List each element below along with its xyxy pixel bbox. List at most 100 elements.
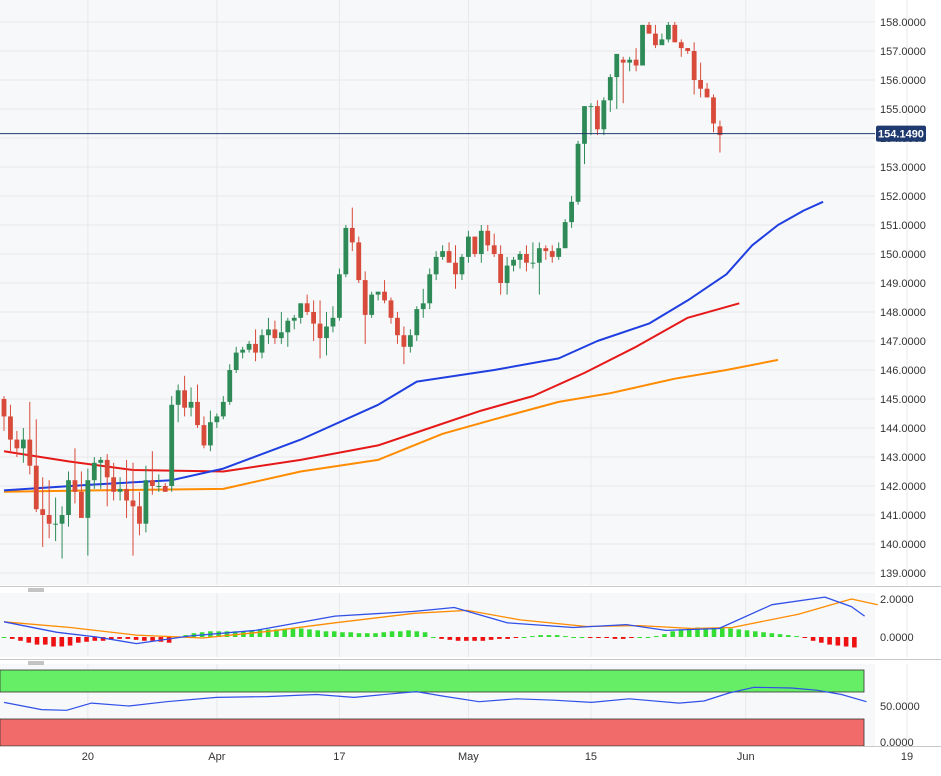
candle xyxy=(27,401,33,475)
macd-histogram-bar xyxy=(711,627,717,637)
macd-histogram-bar xyxy=(9,637,15,639)
candle xyxy=(278,312,284,344)
candle xyxy=(433,251,439,281)
candle xyxy=(272,320,278,344)
macd-histogram-bar xyxy=(422,632,428,637)
macd-histogram-bar xyxy=(373,633,378,637)
macd-histogram-bar xyxy=(67,637,73,646)
price-tick-label: 155.0000 xyxy=(880,104,926,116)
candle xyxy=(646,22,652,34)
candle xyxy=(201,416,207,449)
candle xyxy=(504,256,510,295)
candle xyxy=(607,74,613,112)
candle xyxy=(536,242,542,295)
candle xyxy=(53,497,58,542)
candle xyxy=(156,474,162,492)
macd-histogram-bar xyxy=(752,631,758,637)
candle xyxy=(595,100,600,136)
rsi-line xyxy=(3,686,867,711)
candle xyxy=(79,471,84,518)
candle xyxy=(324,312,329,356)
pane-resize-handle-2[interactable] xyxy=(28,661,44,665)
macd-tick-label: 2.0000 xyxy=(880,594,914,606)
macd-histogram-bar xyxy=(521,637,527,638)
candle xyxy=(375,291,381,301)
candle xyxy=(382,280,387,304)
macd-histogram-bar xyxy=(323,631,329,637)
macd-histogram-bar xyxy=(307,629,312,637)
candle xyxy=(685,48,691,54)
macd-histogram-bar xyxy=(439,637,444,639)
candle xyxy=(220,396,226,420)
macd-histogram-bar xyxy=(51,637,56,647)
last-price-badge xyxy=(876,125,926,142)
candle xyxy=(33,419,39,513)
price-tick-label: 156.0000 xyxy=(880,75,926,87)
pane-resize-handle-1[interactable] xyxy=(28,588,44,592)
candle xyxy=(414,306,420,341)
macd-histogram-bar xyxy=(290,628,296,637)
macd-histogram-bar xyxy=(100,637,106,641)
candle xyxy=(59,506,65,559)
candle xyxy=(130,462,136,556)
macd-histogram-bar xyxy=(274,629,279,637)
candle xyxy=(498,245,504,295)
candle xyxy=(485,225,491,252)
macd-pane xyxy=(0,593,875,657)
candle xyxy=(246,341,252,353)
macd-histogram-bar xyxy=(298,628,304,637)
macd-histogram-bar xyxy=(389,631,395,637)
candle xyxy=(20,428,26,463)
macd-histogram-bar xyxy=(340,632,345,637)
macd-histogram-bar xyxy=(769,633,775,637)
candle xyxy=(8,404,13,452)
macd-histogram-bar xyxy=(431,637,436,638)
candle xyxy=(640,24,645,66)
candle xyxy=(672,22,678,43)
candle xyxy=(466,230,471,263)
candle xyxy=(491,233,497,257)
candle xyxy=(285,317,291,347)
macd-histogram-bar xyxy=(538,635,543,637)
macd-histogram-bar xyxy=(42,637,48,645)
candle xyxy=(369,291,375,318)
macd-histogram-bar xyxy=(315,630,321,637)
macd-histogram-bar xyxy=(761,632,766,637)
macd-histogram-bar xyxy=(728,628,733,637)
candle xyxy=(162,483,168,492)
macd-histogram-bar xyxy=(620,637,626,639)
macd-histogram-bar xyxy=(645,637,651,638)
rsi-tick-label: 50.0000 xyxy=(880,701,920,713)
macd-histogram-bar xyxy=(810,637,816,641)
last-price-label: 154.1490 xyxy=(878,129,924,141)
macd-histogram-bar xyxy=(224,631,230,637)
macd-histogram-bar xyxy=(406,630,411,637)
macd-histogram-bar xyxy=(662,634,667,637)
candle xyxy=(311,300,316,341)
candle xyxy=(601,97,607,136)
candle xyxy=(304,294,310,315)
candle xyxy=(691,42,697,95)
candle xyxy=(543,245,549,260)
price-tick-label: 145.0000 xyxy=(880,394,926,406)
rsi-oversold-zone xyxy=(0,718,865,747)
macd-histogram-bar xyxy=(546,635,552,637)
date-tick-label: May xyxy=(458,751,479,763)
macd-histogram-bar xyxy=(554,635,560,637)
date-tick-label: Apr xyxy=(208,751,225,763)
macd-histogram-bar xyxy=(629,637,634,638)
candle xyxy=(614,53,620,109)
candle xyxy=(627,56,633,72)
candle xyxy=(678,39,684,57)
macd-histogram-bar xyxy=(686,628,692,637)
candle xyxy=(85,468,91,556)
candle xyxy=(446,242,452,263)
macd-histogram-bar xyxy=(719,627,725,637)
candle xyxy=(440,245,445,260)
candle xyxy=(66,471,71,527)
candle xyxy=(208,410,213,452)
macd-histogram-bar xyxy=(381,632,387,637)
macd-histogram-bar xyxy=(331,631,337,637)
macd-histogram-bar xyxy=(356,633,362,637)
candle xyxy=(556,242,562,260)
